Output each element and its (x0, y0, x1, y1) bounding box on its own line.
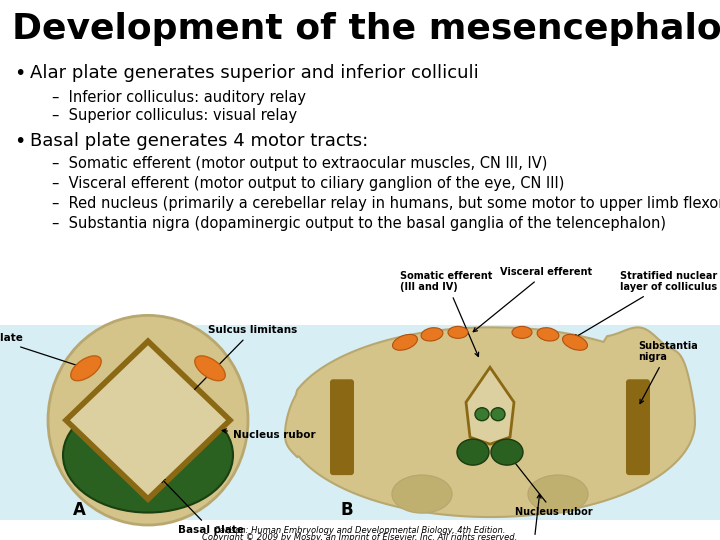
Ellipse shape (71, 356, 102, 381)
Text: Carlson: Human Embryology and Developmental Biology, 4th Edition.: Carlson: Human Embryology and Developmen… (215, 526, 505, 535)
Ellipse shape (475, 408, 489, 421)
Text: Basal plate: Basal plate (161, 478, 244, 535)
Ellipse shape (528, 475, 588, 513)
Polygon shape (70, 345, 226, 495)
Text: A: A (73, 501, 86, 519)
Text: –  Superior colliculus: visual relay: – Superior colliculus: visual relay (52, 108, 297, 123)
Ellipse shape (392, 475, 452, 513)
Text: Nucleus rubor: Nucleus rubor (222, 429, 315, 440)
Text: Visceral efferent: Visceral efferent (473, 267, 592, 332)
FancyBboxPatch shape (330, 379, 354, 475)
Text: –  Substantia nigra (dopaminergic output to the basal ganglia of the telencephal: – Substantia nigra (dopaminergic output … (52, 217, 666, 231)
Text: Alar plate generates superior and inferior colliculi: Alar plate generates superior and inferi… (30, 64, 479, 82)
Ellipse shape (491, 439, 523, 465)
Text: –  Inferior colliculus: auditory relay: – Inferior colliculus: auditory relay (52, 90, 306, 105)
Text: Stratified nuclear
layer of colliculus: Stratified nuclear layer of colliculus (574, 271, 717, 338)
Ellipse shape (491, 408, 505, 421)
Ellipse shape (562, 334, 588, 350)
Polygon shape (466, 367, 514, 444)
Ellipse shape (448, 326, 468, 339)
Ellipse shape (392, 334, 418, 350)
FancyBboxPatch shape (626, 379, 650, 475)
Polygon shape (62, 338, 234, 503)
Ellipse shape (195, 356, 225, 381)
Text: Sulcus limitans: Sulcus limitans (189, 325, 297, 395)
Text: Alar plate: Alar plate (0, 333, 82, 368)
Text: Copyright © 2009 by Mosby, an Imprint of Elsevier, Inc. All rights reserved.: Copyright © 2009 by Mosby, an Imprint of… (202, 533, 518, 540)
Ellipse shape (421, 328, 443, 341)
Text: Basal plate generates 4 motor tracts:: Basal plate generates 4 motor tracts: (30, 132, 368, 150)
Ellipse shape (457, 439, 489, 465)
Text: •: • (14, 64, 25, 83)
Text: Development of the mesencephalon: Development of the mesencephalon (12, 12, 720, 46)
Text: Substantia
nigra: Substantia nigra (638, 341, 698, 403)
Text: •: • (14, 132, 25, 151)
Text: –  Visceral efferent (motor output to ciliary ganglion of the eye, CN III): – Visceral efferent (motor output to cil… (52, 176, 564, 191)
Text: Somatic efferent
(III and IV): Somatic efferent (III and IV) (400, 271, 492, 356)
Text: –  Red nucleus (primarily a cerebellar relay in humans, but some motor to upper : – Red nucleus (primarily a cerebellar re… (52, 196, 720, 211)
Text: Nucleus rubor: Nucleus rubor (508, 454, 593, 517)
Ellipse shape (63, 398, 233, 512)
Bar (0, 326, 720, 520)
Ellipse shape (48, 315, 248, 525)
Ellipse shape (537, 328, 559, 341)
Ellipse shape (512, 326, 532, 339)
Text: B: B (340, 501, 353, 519)
Polygon shape (285, 327, 695, 517)
Text: Crus cerebri: Crus cerebri (500, 494, 567, 540)
Text: –  Somatic efferent (motor output to extraocular muscles, CN III, IV): – Somatic efferent (motor output to extr… (52, 156, 547, 171)
